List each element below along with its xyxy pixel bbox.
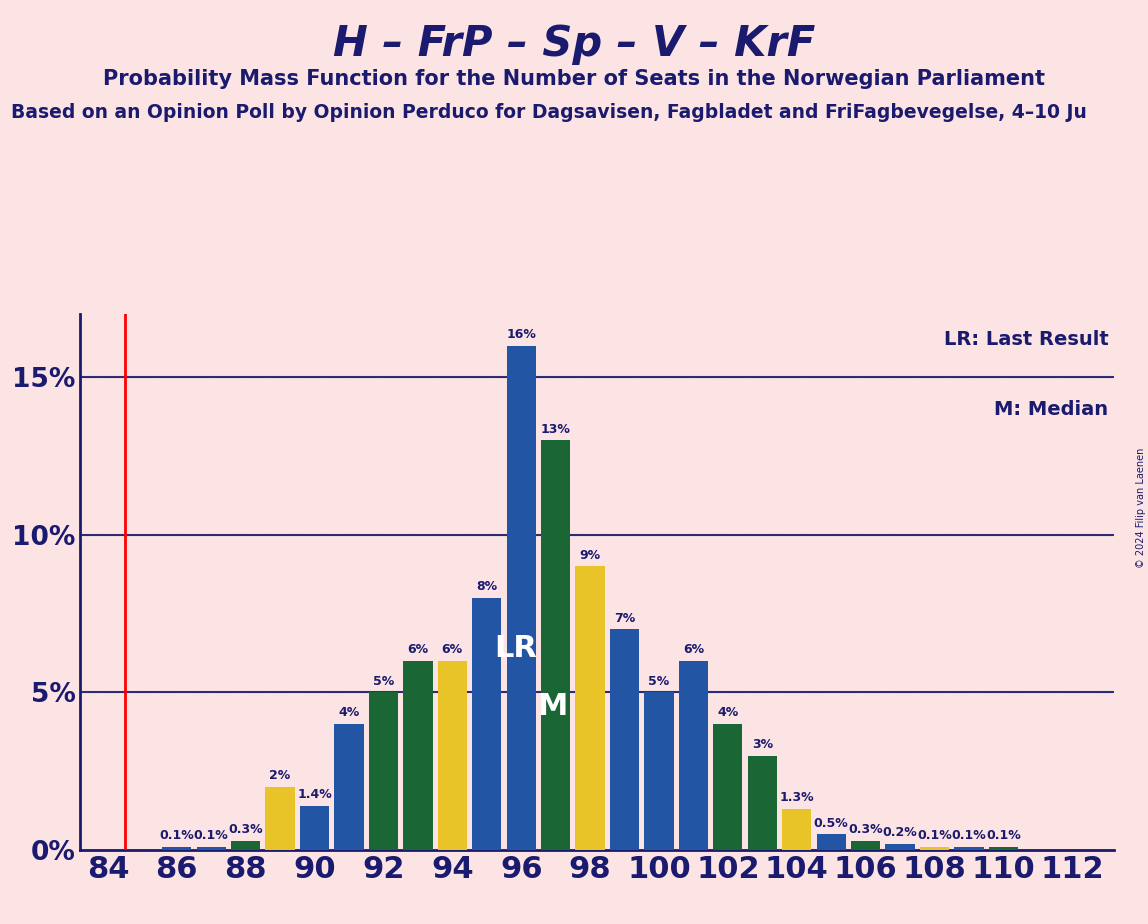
Bar: [334, 724, 364, 850]
Bar: [300, 806, 329, 850]
Text: 0.5%: 0.5%: [814, 817, 848, 830]
Text: 1.4%: 1.4%: [297, 788, 332, 801]
Bar: [231, 841, 261, 850]
Text: M: Median: M: Median: [994, 400, 1108, 419]
Text: 9%: 9%: [580, 549, 600, 562]
Text: 0.3%: 0.3%: [228, 823, 263, 836]
Text: 0.2%: 0.2%: [883, 826, 917, 839]
Bar: [713, 724, 743, 850]
Text: 0.3%: 0.3%: [848, 823, 883, 836]
Bar: [644, 692, 674, 850]
Text: LR: Last Result: LR: Last Result: [944, 330, 1108, 349]
Text: 0.1%: 0.1%: [194, 829, 228, 842]
Bar: [816, 834, 846, 850]
Text: 8%: 8%: [476, 580, 497, 593]
Bar: [747, 756, 777, 850]
Text: Probability Mass Function for the Number of Seats in the Norwegian Parliament: Probability Mass Function for the Number…: [103, 69, 1045, 90]
Text: 5%: 5%: [649, 675, 669, 687]
Bar: [472, 598, 502, 850]
Text: 1.3%: 1.3%: [779, 791, 814, 805]
Text: 6%: 6%: [442, 643, 463, 656]
Bar: [369, 692, 398, 850]
Bar: [782, 809, 812, 850]
Text: 7%: 7%: [614, 612, 635, 625]
Text: H – FrP – Sp – V – KrF: H – FrP – Sp – V – KrF: [333, 23, 815, 65]
Bar: [678, 661, 708, 850]
Text: 13%: 13%: [541, 422, 571, 435]
Bar: [575, 566, 605, 850]
Bar: [196, 847, 226, 850]
Text: 6%: 6%: [408, 643, 428, 656]
Text: 3%: 3%: [752, 737, 773, 751]
Text: M: M: [537, 692, 567, 721]
Text: 2%: 2%: [270, 770, 290, 783]
Bar: [988, 847, 1018, 850]
Bar: [954, 847, 984, 850]
Bar: [885, 844, 915, 850]
Text: Based on an Opinion Poll by Opinion Perduco for Dagsavisen, Fagbladet and FriFag: Based on an Opinion Poll by Opinion Perd…: [11, 103, 1087, 123]
Bar: [437, 661, 467, 850]
Text: 4%: 4%: [339, 706, 359, 719]
Text: LR: LR: [495, 634, 537, 663]
Bar: [920, 847, 949, 850]
Text: © 2024 Filip van Laenen: © 2024 Filip van Laenen: [1135, 448, 1146, 568]
Bar: [162, 847, 192, 850]
Text: 6%: 6%: [683, 643, 704, 656]
Bar: [403, 661, 433, 850]
Text: 0.1%: 0.1%: [986, 829, 1021, 842]
Text: 4%: 4%: [718, 706, 738, 719]
Bar: [541, 440, 571, 850]
Text: 0.1%: 0.1%: [917, 829, 952, 842]
Bar: [851, 841, 881, 850]
Bar: [265, 787, 295, 850]
Bar: [506, 346, 536, 850]
Bar: [610, 629, 639, 850]
Text: 0.1%: 0.1%: [160, 829, 194, 842]
Text: 5%: 5%: [373, 675, 394, 687]
Text: 0.1%: 0.1%: [952, 829, 986, 842]
Text: 16%: 16%: [506, 328, 536, 341]
